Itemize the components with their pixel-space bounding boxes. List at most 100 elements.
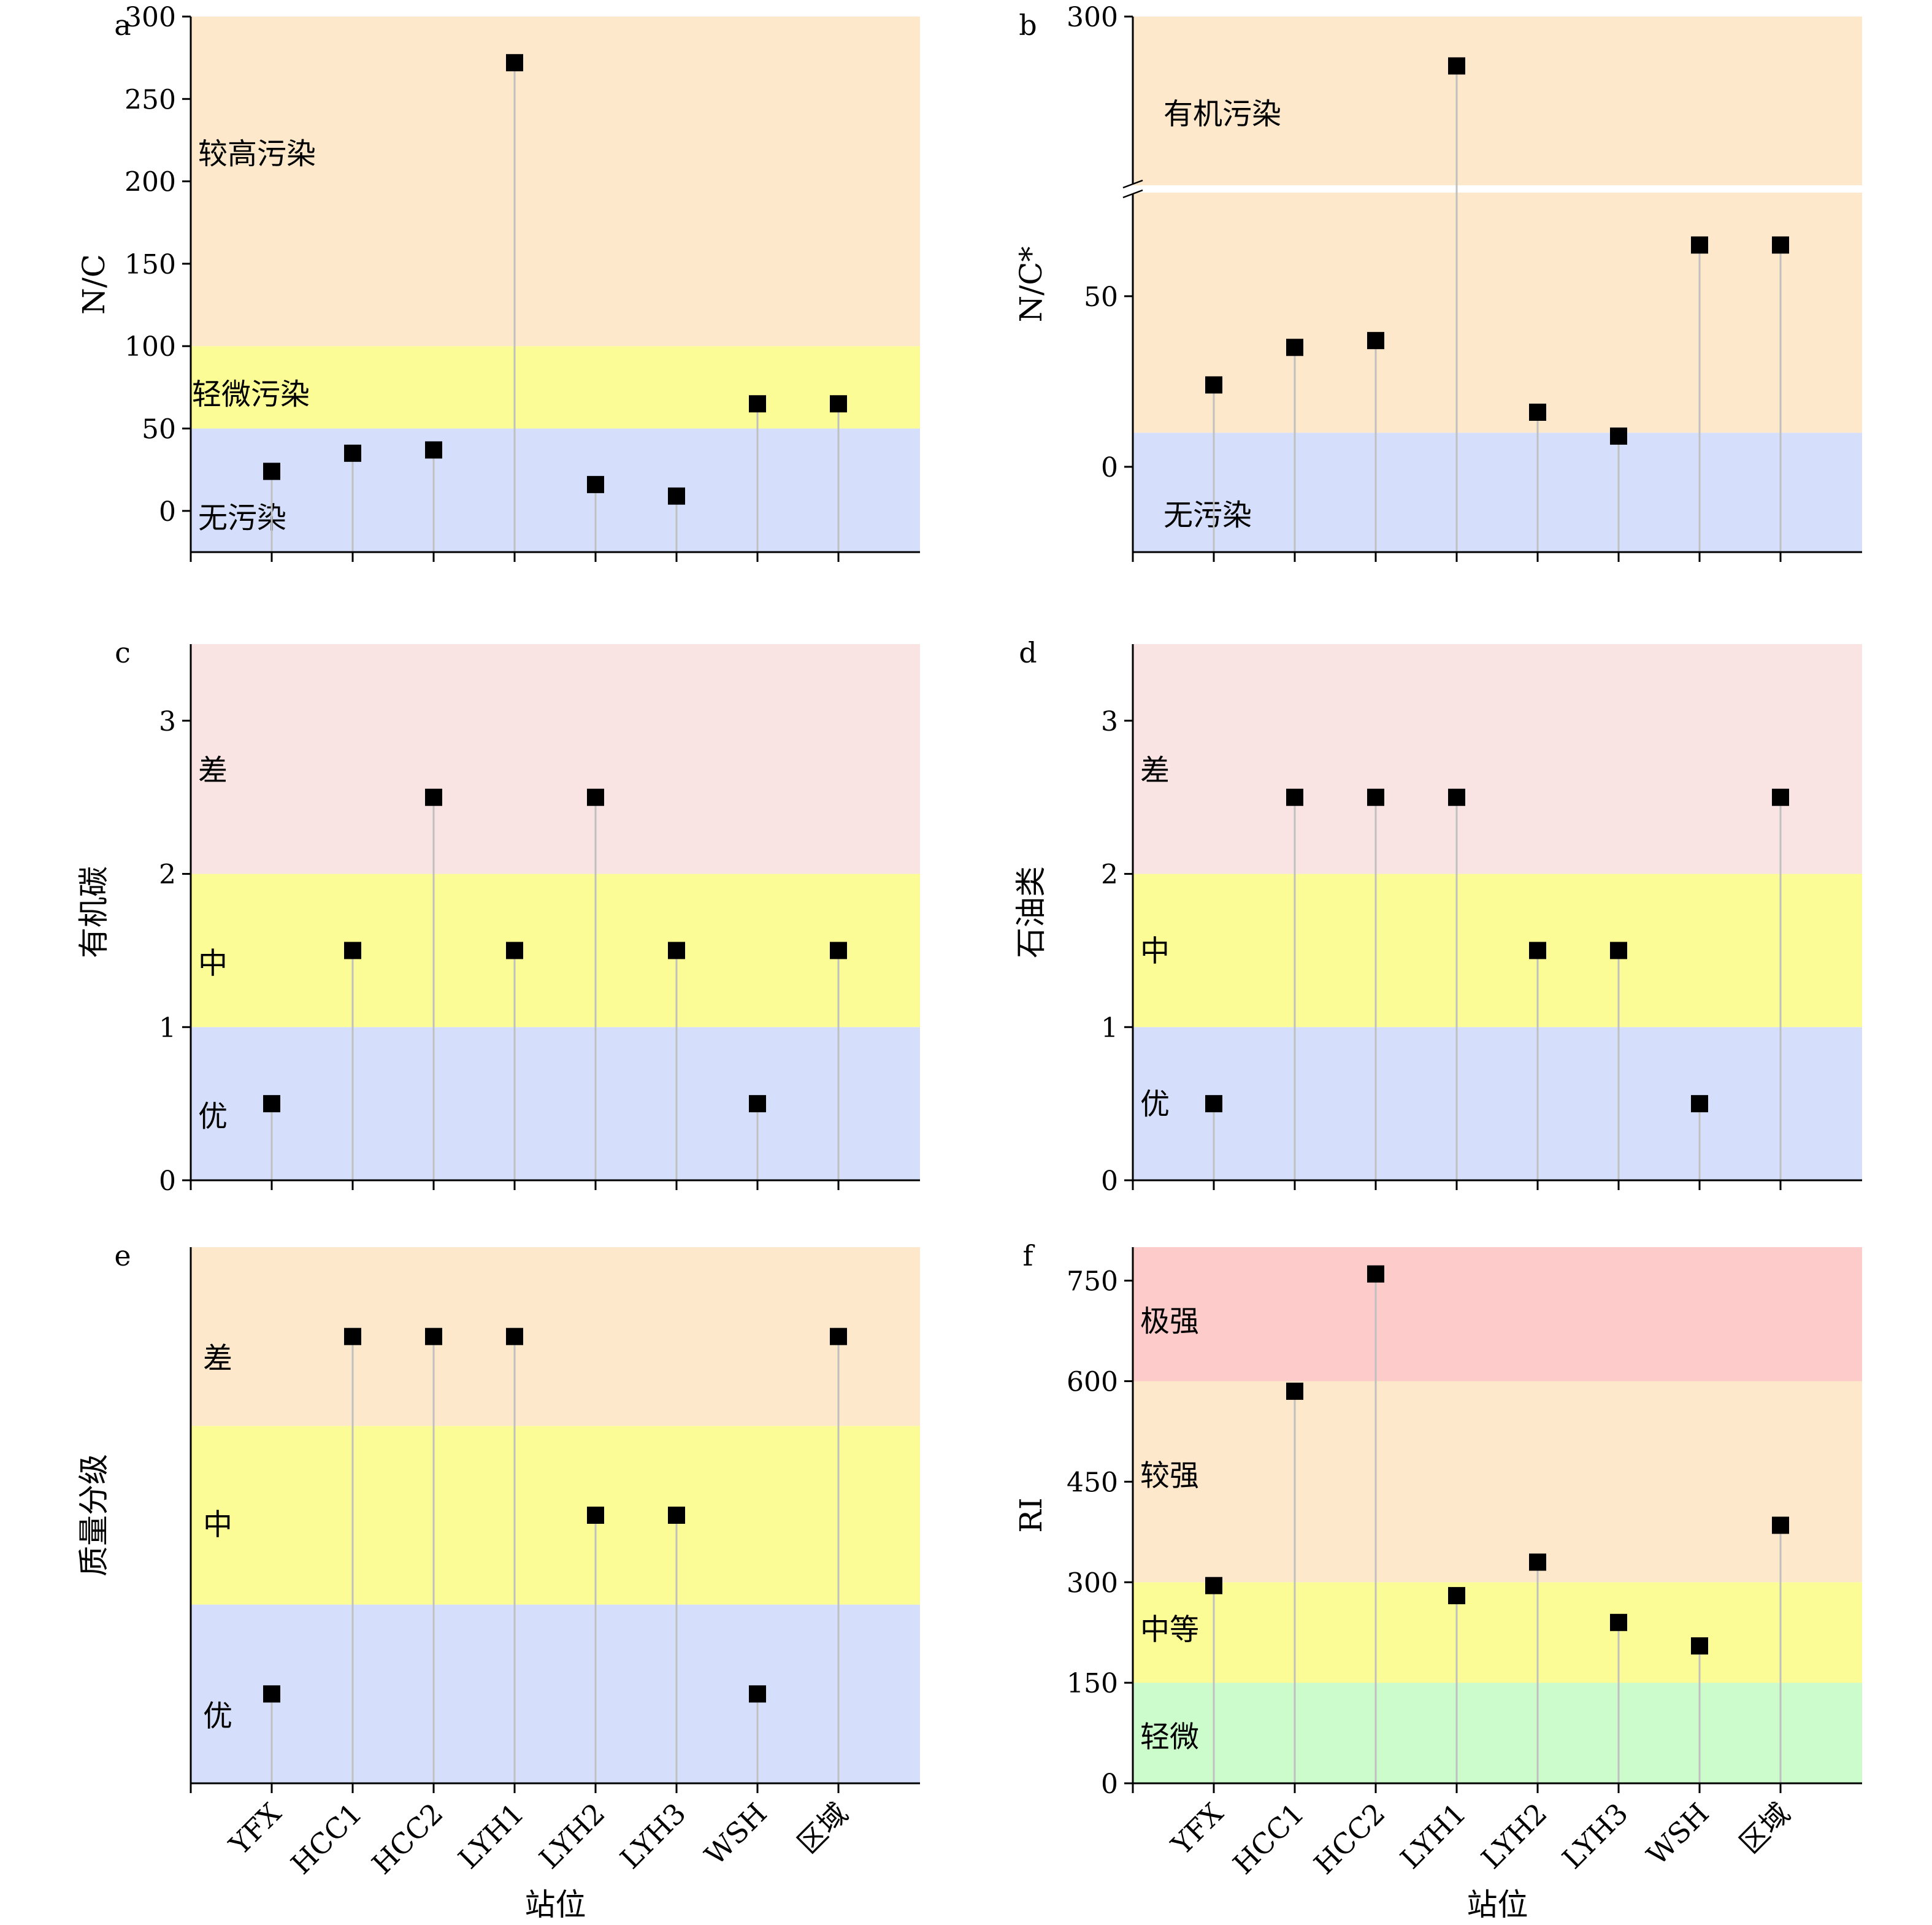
- band-label-a-2: 较高污染: [198, 137, 316, 171]
- band-label-e-1: 中: [203, 1508, 232, 1542]
- marker-c-LYH2: [587, 788, 604, 806]
- ytick-label-d-3: 3: [1101, 706, 1118, 737]
- marker-f-LYH3: [1610, 1613, 1627, 1631]
- marker-f-区域: [1772, 1516, 1789, 1534]
- xtick-label-e-0: YFX: [223, 1796, 288, 1861]
- band-d-0: [1133, 1027, 1862, 1180]
- marker-f-WSH: [1691, 1637, 1708, 1655]
- y-axis-label-c: 有机碳: [76, 866, 112, 958]
- x-axis-label-f: 站位: [1467, 1887, 1528, 1923]
- band-d-2: [1133, 644, 1862, 874]
- marker-a-YFX: [263, 463, 280, 480]
- marker-b-LYH2: [1529, 403, 1546, 421]
- ytick-label-d-2: 2: [1101, 859, 1118, 891]
- band-label-f-1: 中等: [1140, 1613, 1199, 1647]
- panel-label-e: e: [114, 1239, 131, 1272]
- band-f-2: [1133, 1381, 1862, 1583]
- xtick-label-e-1: HCC1: [285, 1797, 369, 1881]
- band-f-1: [1133, 1582, 1862, 1683]
- band-d-1: [1133, 874, 1862, 1028]
- marker-d-LYH2: [1529, 942, 1546, 959]
- marker-a-WSH: [749, 395, 766, 413]
- panel-a: 无污染 轻微污染 较高污染 0 50 100 150 200 250 300 N/C a: [76, 2, 920, 562]
- band-label-f-0: 轻微: [1140, 1720, 1199, 1754]
- marker-b-HCC1: [1286, 339, 1303, 356]
- ytick-label-c-3: 3: [159, 706, 176, 737]
- xtick-label-f-3: LYH1: [1394, 1797, 1473, 1875]
- marker-d-YFX: [1205, 1095, 1222, 1113]
- band-c-1: [191, 874, 920, 1028]
- y-axis-label-a: N/C: [76, 254, 112, 315]
- marker-d-区域: [1772, 788, 1789, 806]
- band-f-0: [1133, 1683, 1862, 1783]
- marker-e-区域: [830, 1328, 847, 1345]
- band-e-1: [191, 1426, 920, 1605]
- band-label-e-0: 优: [203, 1699, 232, 1733]
- marker-e-LYH1: [506, 1328, 523, 1345]
- xtick-label-e-5: LYH3: [614, 1797, 692, 1875]
- panel-label-f: f: [1022, 1239, 1035, 1272]
- marker-a-区域: [830, 395, 847, 413]
- xtick-label-f-7: 区域: [1733, 1797, 1796, 1860]
- ytick-label-b-1: 50: [1084, 282, 1118, 313]
- ytick-label-f-1: 150: [1067, 1668, 1118, 1699]
- ytick-label-a-2: 100: [125, 331, 176, 363]
- marker-e-YFX: [263, 1685, 280, 1703]
- marker-a-LYH1: [506, 54, 523, 72]
- marker-f-YFX: [1205, 1577, 1222, 1594]
- xtick-label-f-1: HCC1: [1227, 1797, 1311, 1881]
- band-label-a-1: 轻微污染: [192, 377, 310, 412]
- marker-d-HCC1: [1286, 788, 1303, 806]
- ytick-label-f-5: 750: [1067, 1266, 1118, 1297]
- marker-b-YFX: [1205, 376, 1222, 394]
- marker-b-LYH1: [1448, 57, 1465, 75]
- y-axis-label-e: 质量分级: [76, 1454, 112, 1577]
- band-f-3: [1133, 1247, 1862, 1381]
- band-label-c-1: 中: [198, 946, 228, 980]
- band-label-d-1: 中: [1140, 934, 1170, 968]
- ytick-label-a-0: 0: [159, 496, 176, 528]
- ytick-label-d-0: 0: [1101, 1166, 1118, 1197]
- marker-a-HCC2: [425, 441, 442, 459]
- marker-e-LYH3: [668, 1507, 685, 1524]
- marker-e-LYH2: [587, 1507, 604, 1524]
- marker-a-HCC1: [344, 444, 361, 462]
- ytick-label-c-2: 2: [159, 859, 176, 891]
- marker-c-YFX: [263, 1095, 280, 1113]
- ytick-label-c-1: 1: [159, 1012, 176, 1043]
- marker-e-HCC2: [425, 1328, 442, 1345]
- panel-b: 无污染 有机污染 0 50 300 N/C* b: [1013, 2, 1862, 562]
- band-label-c-0: 优: [198, 1099, 228, 1134]
- panel-c: 优 中 差 0 1 2 3 有机碳 c: [76, 636, 920, 1197]
- band-b-1: [1133, 17, 1862, 433]
- marker-c-LYH1: [506, 942, 523, 959]
- ytick-label-f-3: 450: [1067, 1467, 1118, 1498]
- band-label-d-0: 优: [1140, 1087, 1170, 1121]
- band-a-0: [191, 428, 920, 552]
- xtick-label-f-0: YFX: [1165, 1796, 1230, 1861]
- marker-f-LYH1: [1448, 1587, 1465, 1605]
- band-label-f-3: 极强: [1140, 1304, 1199, 1339]
- xtick-label-e-3: LYH1: [452, 1797, 531, 1875]
- panel-label-b: b: [1019, 9, 1037, 42]
- ytick-label-a-5: 250: [125, 84, 176, 115]
- band-b-0: [1133, 432, 1862, 552]
- marker-b-LYH3: [1610, 427, 1627, 445]
- panel-label-c: c: [115, 636, 131, 669]
- xtick-label-f-6: WSH: [1641, 1797, 1715, 1872]
- marker-d-LYH3: [1610, 942, 1627, 959]
- band-label-b-0: 无污染: [1163, 498, 1252, 532]
- marker-d-WSH: [1691, 1095, 1708, 1113]
- band-a-2: [191, 17, 920, 347]
- ytick-label-b-2: 300: [1067, 2, 1118, 33]
- marker-b-WSH: [1691, 236, 1708, 254]
- ytick-label-a-1: 50: [142, 414, 176, 445]
- band-label-a-0: 无污染: [198, 501, 286, 536]
- band-a-1: [191, 346, 920, 429]
- marker-c-LYH3: [668, 942, 685, 959]
- band-label-d-2: 差: [1140, 753, 1170, 788]
- marker-f-HCC2: [1367, 1265, 1384, 1283]
- xtick-label-e-4: LYH2: [533, 1797, 611, 1875]
- band-label-e-2: 差: [203, 1342, 232, 1376]
